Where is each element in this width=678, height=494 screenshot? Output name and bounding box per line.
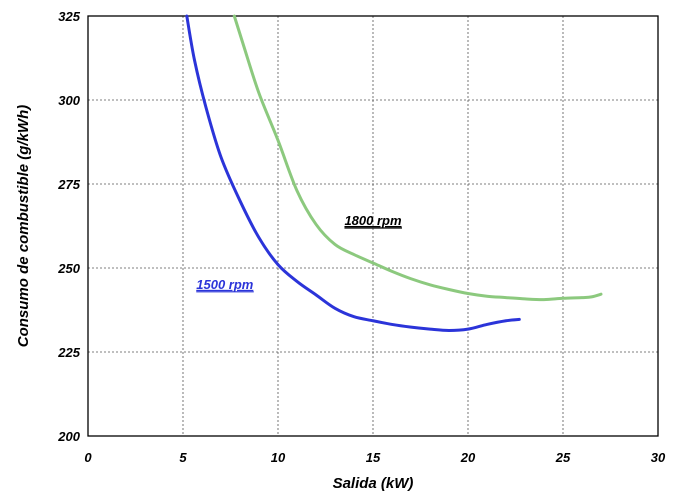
x-tick-label: 30 <box>651 450 666 465</box>
series-layer <box>185 14 603 332</box>
y-tick-label: 225 <box>57 345 80 360</box>
y-tick-label: 300 <box>58 93 80 108</box>
x-tick-label: 0 <box>84 450 92 465</box>
series-label: 1800 rpm <box>344 213 402 228</box>
x-tick-label: 15 <box>366 450 381 465</box>
y-tick-label: 325 <box>58 9 80 24</box>
series-line-1500-rpm <box>185 14 521 332</box>
series-line-1800-rpm <box>232 14 603 302</box>
y-tick-label: 200 <box>57 429 80 444</box>
x-axis-ticks: 0 5 10 15 20 25 30 <box>84 450 666 465</box>
x-tick-label: 25 <box>555 450 571 465</box>
plot-frame <box>87 15 659 437</box>
y-tick-label: 250 <box>57 261 80 276</box>
grid <box>88 16 658 436</box>
series-annotations: 1500 rpm 1800 rpm <box>196 213 402 293</box>
series-label: 1500 rpm <box>196 277 254 292</box>
x-tick-label: 5 <box>179 450 187 465</box>
y-axis-ticks: 200 225 250 275 300 325 <box>57 9 80 444</box>
x-tick-label: 20 <box>460 450 476 465</box>
x-tick-label: 10 <box>271 450 286 465</box>
y-axis-title: Consumo de combustible (g/kWh) <box>15 105 32 348</box>
y-tick-label: 275 <box>57 177 80 192</box>
x-axis-title: Salida (kW) <box>333 475 414 492</box>
